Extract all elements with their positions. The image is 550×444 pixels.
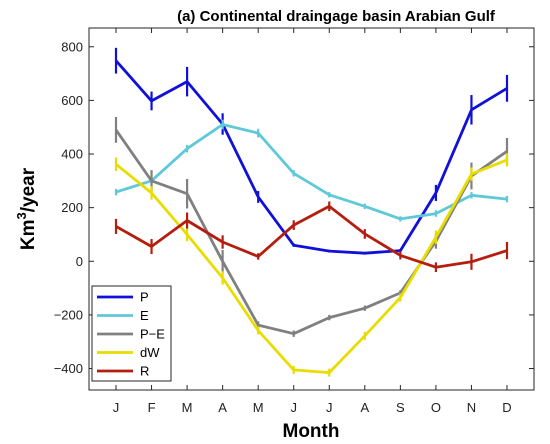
- y-tick-label: 200: [61, 200, 83, 215]
- x-tick-label: A: [218, 400, 227, 415]
- y-tick-label: 400: [61, 147, 83, 162]
- series-line: [115, 123, 508, 221]
- x-tick-label: J: [290, 400, 297, 415]
- series-line: [114, 59, 508, 255]
- series-line: [115, 204, 508, 269]
- y-axis-label-sup: 3: [14, 212, 29, 219]
- x-tick-label: O: [431, 400, 441, 415]
- series-line: [115, 158, 508, 375]
- y-axis-label: Km3/year: [14, 167, 39, 250]
- legend: PE P−E dW R: [91, 285, 172, 382]
- series-line: [114, 129, 508, 336]
- x-tick-label: D: [502, 400, 511, 415]
- x-tick-label: M: [182, 400, 193, 415]
- chart-title: (a) Continental draingage basin Arabian …: [177, 8, 496, 25]
- legend-label: R: [140, 364, 149, 379]
- y-tick-label: −200: [54, 307, 83, 322]
- series-r: [114, 201, 509, 273]
- x-tick-label: M: [253, 400, 264, 415]
- y-axis: −400 −200 0 200 400 600 800: [54, 39, 534, 376]
- y-tick-label: 800: [61, 39, 83, 54]
- x-tick-label: F: [148, 400, 156, 415]
- y-tick-label: 0: [76, 254, 83, 269]
- legend-label: dW: [140, 345, 160, 360]
- x-tick-label: J: [113, 400, 120, 415]
- legend-label: P−E: [140, 327, 165, 342]
- y-axis-label-base: Km: [18, 219, 39, 250]
- y-tick-label: −400: [54, 361, 83, 376]
- series-layer: [114, 47, 509, 377]
- legend-label: E: [140, 308, 149, 323]
- x-tick-label: A: [360, 400, 369, 415]
- x-axis-label: Month: [283, 421, 340, 442]
- series-dw: [114, 153, 509, 377]
- x-tick-label: J: [326, 400, 333, 415]
- x-tick-label: N: [467, 400, 476, 415]
- legend-label: P: [140, 290, 149, 305]
- x-tick-label: S: [396, 400, 405, 415]
- y-axis-label-rest: /year: [18, 167, 39, 212]
- y-tick-label: 600: [61, 93, 83, 108]
